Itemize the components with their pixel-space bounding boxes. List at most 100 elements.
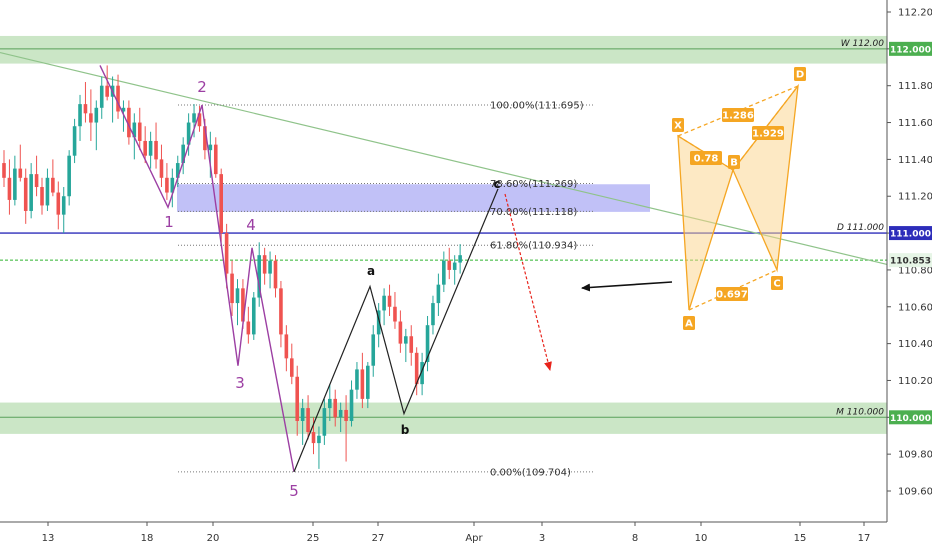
candle-body <box>328 398 332 409</box>
time-tick-label: 25 <box>307 533 320 544</box>
candle-body <box>420 362 424 385</box>
candle-body <box>295 376 300 421</box>
candle-body <box>311 432 316 444</box>
pattern-ratio-label: 1.286 <box>722 111 754 122</box>
candle-body <box>23 177 28 211</box>
time-tick-label: 20 <box>207 533 220 544</box>
candle-body <box>154 140 158 160</box>
candle-body <box>268 260 272 274</box>
price-tick-label: 111.200 <box>898 192 932 203</box>
price-tag-box <box>889 253 932 268</box>
correction-label: b <box>401 423 410 437</box>
candle-body <box>51 177 55 193</box>
pattern-ratio-badge <box>716 287 748 301</box>
candle-body <box>284 334 289 359</box>
candle-body <box>393 306 397 322</box>
elliott-wave-label: 5 <box>289 482 299 500</box>
candle-body <box>398 321 403 344</box>
candle-body <box>289 358 294 377</box>
price-tag-label: 111.000 <box>890 230 931 240</box>
candle-body <box>322 408 327 436</box>
candle-body <box>13 168 17 200</box>
candle-body <box>219 174 223 234</box>
candle-body <box>213 144 218 175</box>
pattern-ratio-badge <box>690 151 722 165</box>
candle-body <box>192 113 196 123</box>
price-tick-label: 110.600 <box>898 302 932 313</box>
pattern-point-badge <box>794 67 806 81</box>
candle-body <box>300 408 305 421</box>
candle-body <box>208 144 213 151</box>
drawings-layer: 1 2 3 5 4 a b c <box>99 65 673 500</box>
candle-body <box>29 174 33 211</box>
candle-body <box>116 85 120 112</box>
fib-level-label: 100.00%(111.695) <box>490 101 584 112</box>
candle-body <box>360 369 365 399</box>
time-axis-panel <box>0 522 932 550</box>
candle-body <box>317 435 321 444</box>
correction-label: c <box>493 177 500 191</box>
time-tick-label: 15 <box>794 533 807 544</box>
elliott-wave-label: 3 <box>235 374 245 392</box>
pattern-line-xb <box>677 135 734 171</box>
pattern-point-badge <box>771 276 783 290</box>
price-tag-box <box>889 226 932 241</box>
zones-layer: W 112.00 M 110.000 <box>0 35 887 434</box>
price-tag-label: 112.000 <box>890 45 931 55</box>
candle-body <box>170 177 175 193</box>
candle-body <box>7 177 12 200</box>
candle-body <box>186 122 191 145</box>
zone-band <box>0 402 887 434</box>
pattern-layer: X A B C D 1.286 0.78 1.929 0.697 <box>672 67 806 330</box>
fib-layer: 100.00%(111.695) 78.60%(111.269) 70.00%(11… <box>178 101 595 478</box>
candle-body <box>89 113 93 123</box>
pattern-line-ac <box>688 269 778 311</box>
prz-box <box>177 184 650 212</box>
candle-body <box>376 310 381 335</box>
pattern-ratio-badge <box>752 126 784 140</box>
candle-body <box>175 163 180 178</box>
pattern-point-label: B <box>730 158 738 169</box>
candle-body <box>72 126 77 156</box>
price-tick-label: 110.200 <box>898 376 932 387</box>
price-tag-box <box>889 410 932 425</box>
time-tick-label: 27 <box>372 533 385 544</box>
price-tag-label: 110.853 <box>890 257 931 267</box>
fib-level-label: 61.80%(110.934) <box>490 241 577 252</box>
candle-body <box>105 85 109 97</box>
candle-body <box>442 260 446 285</box>
candle-body <box>127 107 131 138</box>
candle-body <box>181 144 185 164</box>
elliott-wave-label-4: 4 <box>246 216 256 234</box>
price-tick-label: 112.200 <box>898 8 932 19</box>
candle-body <box>431 303 435 326</box>
candle-body <box>83 104 88 114</box>
candle-body <box>273 260 278 289</box>
candle-body <box>197 113 202 127</box>
candle-body <box>458 255 462 263</box>
candle-body <box>338 409 343 418</box>
candle-body <box>34 174 39 188</box>
price-tick-label: 110.800 <box>898 265 932 276</box>
candles-layer <box>2 65 462 469</box>
price-tick-label: 111.600 <box>898 118 932 129</box>
candle-body <box>306 408 310 433</box>
pattern-ratio-label: 1.929 <box>752 129 784 140</box>
candle-body <box>279 288 283 335</box>
candle-body <box>18 168 23 178</box>
candle-body <box>257 255 262 298</box>
candle-body <box>235 288 240 304</box>
candle-body <box>355 369 359 390</box>
candle-body <box>349 389 354 421</box>
time-tick-label: 3 <box>539 533 545 544</box>
pattern-point-label: D <box>796 70 804 81</box>
candle-body <box>409 336 414 353</box>
pattern-ratio-label: 0.697 <box>716 290 748 301</box>
candle-body <box>2 163 6 178</box>
candle-body <box>137 122 142 141</box>
price-tick-label: 111.800 <box>898 81 932 92</box>
price-tick-label: 109.800 <box>898 450 932 461</box>
candle-body <box>143 140 147 156</box>
